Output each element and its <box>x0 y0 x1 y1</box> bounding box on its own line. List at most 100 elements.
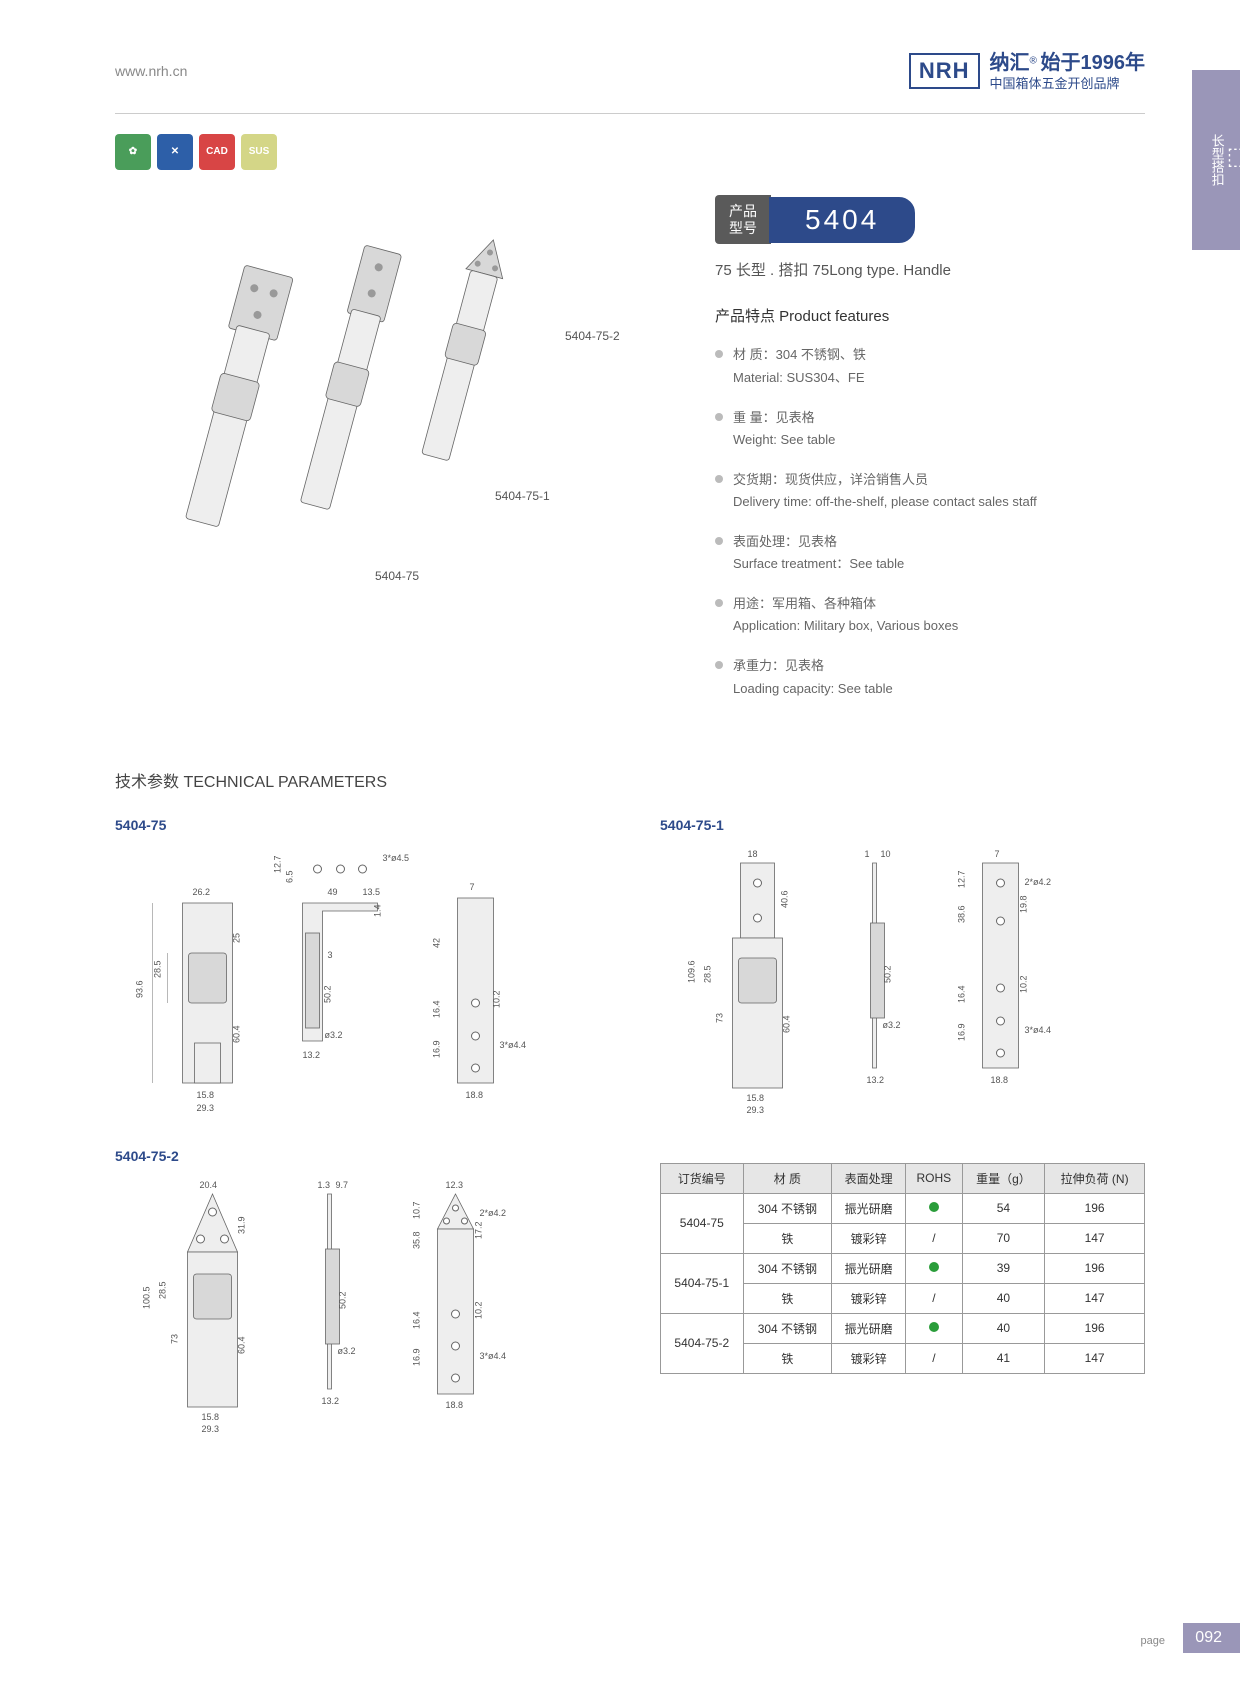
badges: ✿ ✕ CAD SUS <box>115 134 1240 170</box>
table-row: 5404-75-2304 不锈钢振光研磨40196 <box>661 1313 1145 1343</box>
svg-text:13.2: 13.2 <box>867 1075 885 1085</box>
svg-text:16.4: 16.4 <box>432 1000 442 1018</box>
svg-text:3*ø4.5: 3*ø4.5 <box>383 853 410 863</box>
diagram-5404-75-2: 20.4 31.9 100.5 28.5 73 60.4 15.8 29.3 1… <box>115 1174 600 1444</box>
badge-sus-icon: SUS <box>241 134 277 170</box>
logo: NRH <box>909 53 980 89</box>
svg-text:28.5: 28.5 <box>158 1281 168 1299</box>
svg-text:38.6: 38.6 <box>957 905 967 923</box>
svg-text:28.5: 28.5 <box>703 965 713 983</box>
model-badge: 产品 型号 5404 <box>715 195 1145 245</box>
feature-item: 交货期：现货供应，详洽销售人员Delivery time: off-the-sh… <box>715 469 1145 513</box>
svg-text:3*ø4.4: 3*ø4.4 <box>500 1040 527 1050</box>
feature-item: 用途：军用箱、各种箱体Application: Military box, Va… <box>715 593 1145 637</box>
table-header: 材 质 <box>743 1163 832 1193</box>
feature-item: 表面处理：见表格Surface treatment：See table <box>715 531 1145 575</box>
rohs-dot-icon <box>929 1202 939 1212</box>
badge-tools-icon: ✕ <box>157 134 193 170</box>
svg-text:2*ø4.2: 2*ø4.2 <box>1025 877 1052 887</box>
page-number: 092 <box>1183 1623 1240 1653</box>
svg-text:28.5: 28.5 <box>153 960 163 978</box>
svg-text:29.3: 29.3 <box>202 1424 220 1434</box>
svg-text:12.7: 12.7 <box>273 855 283 873</box>
badge-cad-icon: CAD <box>199 134 235 170</box>
svg-text:73: 73 <box>170 1334 180 1344</box>
model-label: 产品 型号 <box>715 195 771 245</box>
svg-text:10.2: 10.2 <box>474 1301 484 1319</box>
svg-text:26.2: 26.2 <box>193 887 211 897</box>
svg-text:93.6: 93.6 <box>135 980 145 998</box>
svg-text:3*ø4.4: 3*ø4.4 <box>1025 1025 1052 1035</box>
table-row: 5404-75304 不锈钢振光研磨54196 <box>661 1193 1145 1223</box>
svg-text:60.4: 60.4 <box>232 1025 242 1043</box>
svg-text:16.4: 16.4 <box>412 1311 422 1329</box>
svg-text:20.4: 20.4 <box>200 1180 218 1190</box>
diagram-5404-75: 93.6 28.5 25 60.4 26.2 15.8 29.3 < rect … <box>115 843 600 1113</box>
diagram-label: 5404-75-1 <box>660 817 1145 833</box>
svg-text:10.2: 10.2 <box>1019 975 1029 993</box>
svg-text:17.2: 17.2 <box>474 1221 484 1239</box>
svg-text:10.2: 10.2 <box>492 990 502 1008</box>
svg-text:18.8: 18.8 <box>466 1090 484 1100</box>
side-tab: ⬚ 长型搭扣 Long type buckle <box>1192 70 1240 250</box>
svg-text:31.9: 31.9 <box>237 1216 247 1234</box>
svg-text:42: 42 <box>432 938 442 948</box>
svg-text:25: 25 <box>232 933 242 943</box>
svg-text:50.2: 50.2 <box>323 985 333 1003</box>
diagram-label: 5404-75-2 <box>115 1148 600 1164</box>
svg-text:12.7: 12.7 <box>957 870 967 888</box>
svg-text:1.4: 1.4 <box>373 904 383 917</box>
svg-text:12.3: 12.3 <box>446 1180 464 1190</box>
svg-text:2*ø4.2: 2*ø4.2 <box>480 1208 507 1218</box>
svg-text:10: 10 <box>881 849 891 859</box>
spec-table: 订货编号材 质表面处理ROHS重量（g）拉伸负荷 (N) 5404-75304 … <box>660 1163 1145 1374</box>
svg-text:18.8: 18.8 <box>446 1400 464 1410</box>
svg-text:13.2: 13.2 <box>303 1050 321 1060</box>
svg-text:5404-75-1: 5404-75-1 <box>495 489 550 503</box>
subtitle: 75 长型 . 搭扣 75Long type. Handle <box>715 259 1145 280</box>
table-header: 订货编号 <box>661 1163 744 1193</box>
svg-text:60.4: 60.4 <box>237 1336 247 1354</box>
svg-text:29.3: 29.3 <box>747 1105 765 1113</box>
diagram-label: 5404-75 <box>115 817 600 833</box>
svg-text:50.2: 50.2 <box>883 965 893 983</box>
brand-cn: 纳汇 <box>990 52 1030 74</box>
svg-text:73: 73 <box>715 1013 725 1023</box>
svg-text:100.5: 100.5 <box>142 1286 152 1309</box>
feature-item: 承重力：见表格Loading capacity: See table <box>715 655 1145 699</box>
svg-text:7: 7 <box>995 849 1000 859</box>
page-label: page <box>1141 1635 1165 1647</box>
svg-text:16.4: 16.4 <box>957 985 967 1003</box>
svg-text:19.8: 19.8 <box>1019 895 1029 913</box>
badge-eco-icon: ✿ <box>115 134 151 170</box>
feature-item: 重 量：见表格Weight: See table <box>715 407 1145 451</box>
feature-item: 材 质：304 不锈钢、铁Material: SUS304、FE <box>715 344 1145 388</box>
svg-text:15.8: 15.8 <box>747 1093 765 1103</box>
svg-text:16.9: 16.9 <box>957 1023 967 1041</box>
table-header: 表面处理 <box>832 1163 906 1193</box>
url: www.nrh.cn <box>115 63 187 79</box>
svg-text:1.3: 1.3 <box>318 1180 331 1190</box>
svg-text:ø3.2: ø3.2 <box>338 1346 356 1356</box>
svg-text:60.4: 60.4 <box>782 1015 792 1033</box>
svg-text:29.3: 29.3 <box>197 1103 215 1113</box>
svg-text:18: 18 <box>748 849 758 859</box>
table-header: 拉伸负荷 (N) <box>1045 1163 1145 1193</box>
svg-text:16.9: 16.9 <box>432 1040 442 1058</box>
latch-icon: ⬚ <box>1227 142 1240 171</box>
svg-text:109.6: 109.6 <box>687 960 697 983</box>
svg-text:18.8: 18.8 <box>991 1075 1009 1085</box>
tagline: 中国箱体五金开创品牌 <box>990 76 1146 93</box>
product-image: 5404-75-2 5404-75-1 5404-75 <box>115 195 675 595</box>
svg-text:13.5: 13.5 <box>363 887 381 897</box>
svg-text:3*ø4.4: 3*ø4.4 <box>480 1351 507 1361</box>
model-number: 5404 <box>769 197 915 243</box>
svg-text:1: 1 <box>865 849 870 859</box>
table-row: 5404-75-1304 不锈钢振光研磨39196 <box>661 1253 1145 1283</box>
svg-text:5404-75: 5404-75 <box>375 569 419 583</box>
since: 始于1996年 <box>1041 52 1146 74</box>
svg-text:15.8: 15.8 <box>202 1412 220 1422</box>
svg-text:40.6: 40.6 <box>780 890 790 908</box>
svg-text:15.8: 15.8 <box>197 1090 215 1100</box>
table-header: 重量（g） <box>962 1163 1045 1193</box>
